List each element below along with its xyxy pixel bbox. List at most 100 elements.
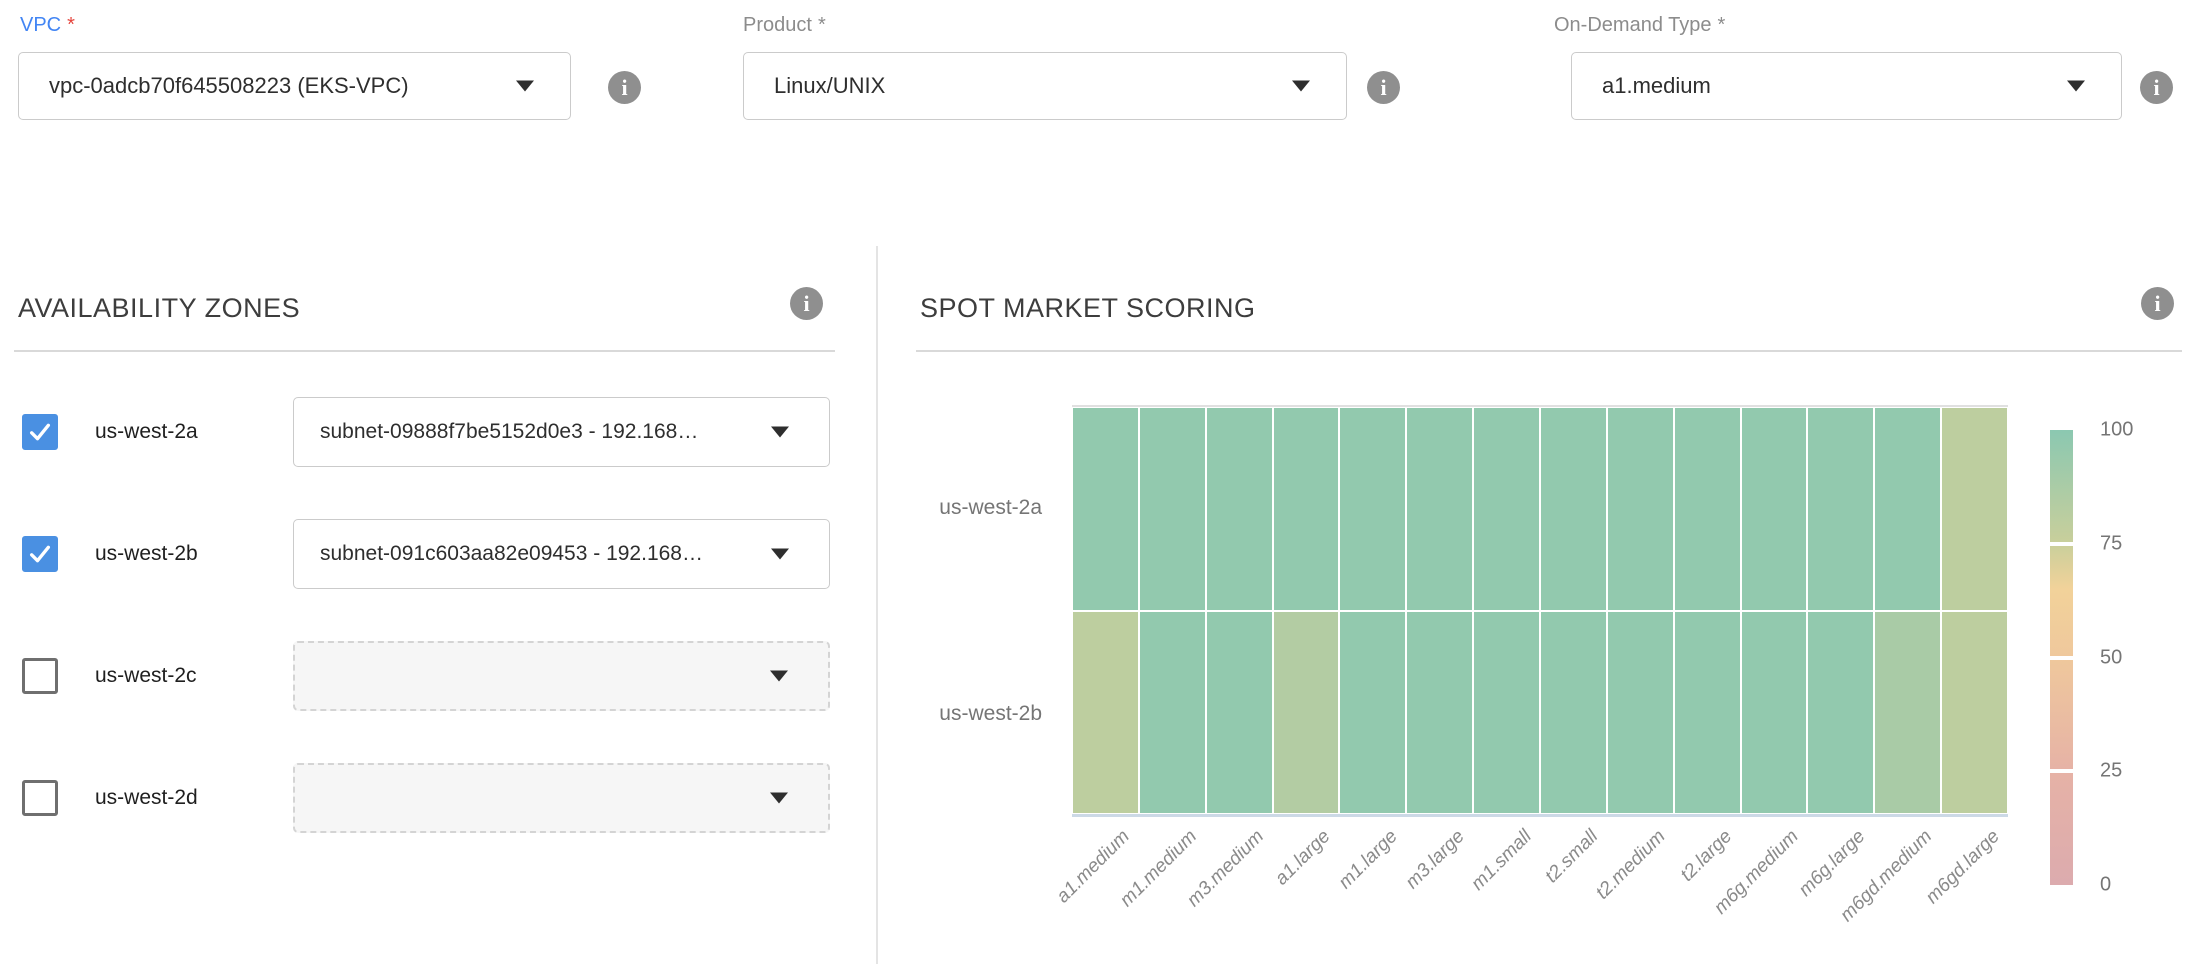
heatmap-x-labels: a1.mediumm1.mediumm3.mediuma1.largem1.la…: [1072, 826, 2008, 964]
heatmap-cell-us-west-2b-m6gd.large: [1941, 611, 2008, 815]
colorbar-segment-gap: [2050, 542, 2073, 546]
heatmap-col-label-m1.large: m1.large: [1335, 826, 1403, 894]
heatmap-cell-us-west-2a-a1.medium: [1072, 407, 1139, 611]
colorbar-tick-100: 100: [2100, 419, 2133, 442]
product-select[interactable]: Linux/UNIX: [743, 52, 1347, 120]
heatmap-cell-us-west-2b-a1.medium: [1072, 611, 1139, 815]
colorbar-tick-0: 0: [2100, 874, 2111, 897]
chevron-down-icon: [770, 793, 788, 804]
heatmap-cell-us-west-2a-m1.large: [1339, 407, 1406, 611]
heatmap-cell-us-west-2b-m6gd.medium: [1874, 611, 1941, 815]
subnet-select-us-west-2b[interactable]: subnet-091c603aa82e09453 - 192.168…: [293, 519, 830, 589]
vpc-required-asterisk: *: [67, 14, 75, 36]
info-glyph: i: [2153, 75, 2159, 101]
heatmap-cell-us-west-2b-m6g.large: [1807, 611, 1874, 815]
heatmap-cell-us-west-2a-t2.medium: [1607, 407, 1674, 611]
availability-zones-info-icon[interactable]: i: [790, 287, 823, 320]
heatmap-cell-us-west-2a-m1.medium: [1139, 407, 1206, 611]
ondemand-type-label: On-Demand Type: [1554, 14, 1712, 36]
zone-label-us-west-2b: us-west-2b: [95, 542, 198, 566]
zone-row-us-west-2c: us-west-2c: [0, 641, 878, 711]
vpc-info-icon[interactable]: i: [608, 71, 641, 104]
heatmap-cell-us-west-2b-m1.large: [1339, 611, 1406, 815]
heatmap-cell-us-west-2b-t2.medium: [1607, 611, 1674, 815]
subnet-select-us-west-2d[interactable]: [293, 763, 830, 833]
heatmap-cell-us-west-2b-m3.large: [1406, 611, 1473, 815]
heatmap-cell-us-west-2b-m1.small: [1473, 611, 1540, 815]
heatmap-cell-us-west-2a-m1.small: [1473, 407, 1540, 611]
product-required-asterisk: *: [818, 14, 826, 36]
subnet-select-us-west-2a[interactable]: subnet-09888f7be5152d0e3 - 192.168…: [293, 397, 830, 467]
availability-zones-rule: [14, 350, 835, 352]
chevron-down-icon: [770, 671, 788, 682]
zone-checkbox-us-west-2b[interactable]: [22, 536, 58, 572]
zone-label-us-west-2d: us-west-2d: [95, 786, 198, 810]
ondemand-type-select-value: a1.medium: [1572, 73, 1711, 99]
vpc-field-label: VPC *: [20, 14, 75, 37]
vpc-select[interactable]: vpc-0adcb70f645508223 (EKS-VPC): [18, 52, 571, 120]
heatmap-col-label-a1.large: a1.large: [1271, 826, 1335, 890]
heatmap-cell-us-west-2a-a1.large: [1273, 407, 1340, 611]
heatmap-cell-us-west-2a-t2.large: [1674, 407, 1741, 611]
zone-row-us-west-2d: us-west-2d: [0, 763, 878, 833]
colorbar-segment-gap: [2050, 769, 2073, 773]
zone-row-us-west-2a: us-west-2a subnet-09888f7be5152d0e3 - 19…: [0, 397, 878, 467]
heatmap-row-label-us-west-2b: us-west-2b: [939, 702, 1042, 726]
colorbar-segment-gap: [2050, 656, 2073, 660]
heatmap-cell-us-west-2a-m6g.large: [1807, 407, 1874, 611]
heatmap-col-label-m1.small: m1.small: [1467, 826, 1536, 895]
heatmap-cell-us-west-2b-m6g.medium: [1741, 611, 1808, 815]
product-field-label: Product *: [743, 14, 826, 37]
info-glyph: i: [803, 291, 809, 317]
availability-zones-title: AVAILABILITY ZONES: [18, 293, 300, 324]
check-icon: [25, 539, 55, 569]
subnet-select-value: subnet-09888f7be5152d0e3 - 192.168…: [294, 420, 698, 444]
product-select-value: Linux/UNIX: [744, 73, 885, 99]
zone-label-us-west-2c: us-west-2c: [95, 664, 197, 688]
ondemand-type-select[interactable]: a1.medium: [1571, 52, 2122, 120]
colorbar-tick-75: 75: [2100, 532, 2122, 555]
info-glyph: i: [621, 75, 627, 101]
product-info-icon[interactable]: i: [1367, 71, 1400, 104]
chevron-down-icon: [771, 549, 789, 560]
chevron-down-icon: [1292, 81, 1310, 92]
heatmap-cell-us-west-2b-t2.small: [1540, 611, 1607, 815]
vpc-label: VPC: [20, 14, 61, 36]
colorbar-tick-25: 25: [2100, 760, 2122, 783]
heatmap-plot: [1072, 405, 2008, 817]
heatmap-cell-us-west-2a-m6g.medium: [1741, 407, 1808, 611]
spot-market-scoring-title: SPOT MARKET SCORING: [920, 293, 1256, 324]
heatmap-cell-us-west-2b-t2.large: [1674, 611, 1741, 815]
ondemand-field-label: On-Demand Type *: [1554, 14, 1725, 37]
heatmap-col-label-t2.small: t2.small: [1541, 826, 1603, 888]
heatmap-col-label-t2.medium: t2.medium: [1592, 826, 1670, 904]
zone-checkbox-us-west-2c[interactable]: [22, 658, 58, 694]
subnet-select-us-west-2c[interactable]: [293, 641, 830, 711]
zone-label-us-west-2a: us-west-2a: [95, 420, 198, 444]
spot-market-info-icon[interactable]: i: [2141, 287, 2174, 320]
chevron-down-icon: [771, 427, 789, 438]
ondemand-info-icon[interactable]: i: [2140, 71, 2173, 104]
heatmap-cell-us-west-2a-m6gd.medium: [1874, 407, 1941, 611]
ondemand-required-asterisk: *: [1718, 14, 1726, 36]
product-label: Product: [743, 14, 812, 36]
heatmap-y-labels: us-west-2a us-west-2b: [860, 405, 1042, 817]
heatmap-colorbar: [2050, 430, 2073, 885]
heatmap-row-label-us-west-2a: us-west-2a: [939, 496, 1042, 520]
vpc-select-value: vpc-0adcb70f645508223 (EKS-VPC): [19, 73, 409, 99]
heatmap-cell-us-west-2a-m6gd.large: [1941, 407, 2008, 611]
chevron-down-icon: [516, 81, 534, 92]
heatmap-cell-us-west-2a-m3.large: [1406, 407, 1473, 611]
info-glyph: i: [2154, 291, 2160, 317]
heatmap-cell-us-west-2a-m3.medium: [1206, 407, 1273, 611]
heatmap-col-label-t2.large: t2.large: [1676, 826, 1736, 886]
spot-market-rule: [916, 350, 2182, 352]
heatmap-cell-us-west-2b-m3.medium: [1206, 611, 1273, 815]
colorbar-tick-50: 50: [2100, 646, 2122, 669]
zone-checkbox-us-west-2d[interactable]: [22, 780, 58, 816]
zone-row-us-west-2b: us-west-2b subnet-091c603aa82e09453 - 19…: [0, 519, 878, 589]
zone-checkbox-us-west-2a[interactable]: [22, 414, 58, 450]
subnet-select-value: subnet-091c603aa82e09453 - 192.168…: [294, 542, 703, 566]
heatmap-cell-us-west-2a-t2.small: [1540, 407, 1607, 611]
heatmap-cell-us-west-2b-m1.medium: [1139, 611, 1206, 815]
